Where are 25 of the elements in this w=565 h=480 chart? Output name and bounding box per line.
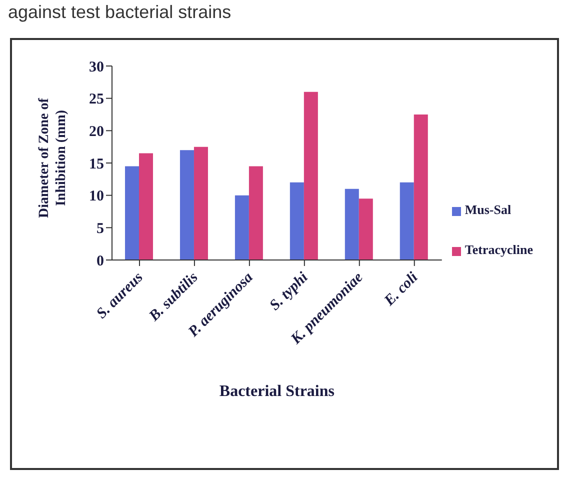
y-axis-title: Diameter of Zone of Inhibition (mm) [37,98,69,218]
y-tick-label: 0 [96,253,104,270]
bar [290,182,304,260]
y-tick-label: 30 [89,59,104,76]
y-tick-label: 10 [89,188,104,205]
y-tick-label: 25 [89,92,104,108]
bar [234,195,249,260]
legend-label: Mus-Sal [464,202,512,217]
bar [358,198,373,260]
bar [248,166,263,260]
bar [344,188,359,260]
bar [400,182,414,260]
bar [180,150,194,260]
y-tick-label: 15 [89,156,104,172]
bar [125,166,139,260]
bar [414,114,428,260]
text: against test bacterial strains [8,2,232,23]
legend-label: Tetracycline [464,242,533,257]
bar [194,146,208,260]
bar [304,92,318,260]
x-axis-title: Bacterial Strains [219,383,334,400]
y-tick-label: 5 [96,220,104,237]
bar [139,153,153,260]
y-tick-label: 20 [89,124,104,140]
x-tick-label: E. coli [380,268,422,310]
